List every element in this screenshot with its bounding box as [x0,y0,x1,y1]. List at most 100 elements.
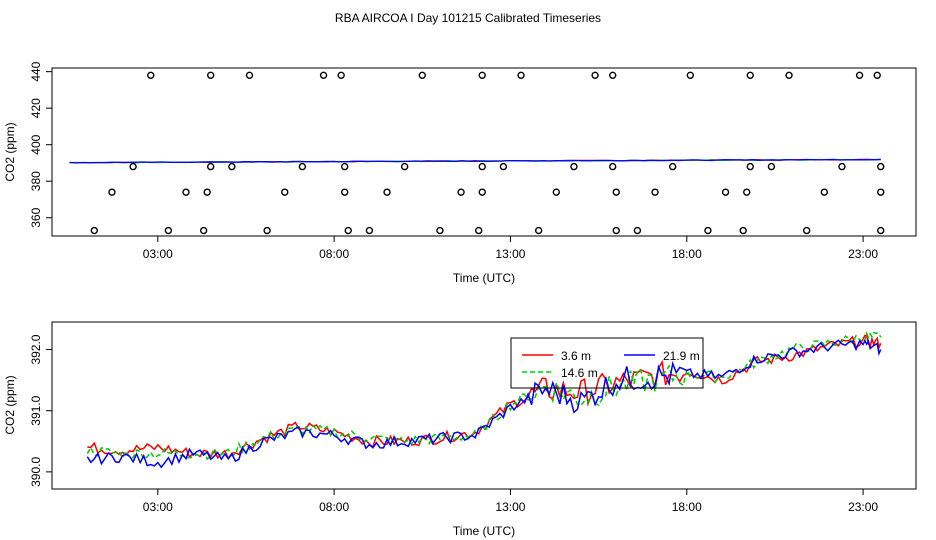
top-scatter-point [281,188,289,196]
top-scatter-point [612,188,620,196]
top-scatter-point [838,162,846,171]
top-scatter-point [344,226,352,235]
top-scatter-point [746,162,754,171]
top-scatter-point [164,226,173,235]
top-scatter-point [609,162,617,171]
top-scatter-point [767,162,776,171]
top-scatter-point [746,71,754,80]
series-line-3-6m [87,334,882,460]
top-scatter-point [199,226,208,235]
top-scatter-point [570,162,578,171]
chart-title: RBA AIRCOA I Day 101215 Calibrated Times… [335,11,601,25]
top-scatter-point [873,71,881,80]
top-scatter-point [108,188,116,196]
legend: 3.6 m 14.6 m 21.9 m [510,337,704,389]
bottom-x-tick-label: 23:00 [848,500,878,514]
bottom-x-tick-label: 13:00 [495,500,525,514]
bottom-panel: 03:00 08:00 13:00 18:00 23:00 390.0 391.0 392.0… [3,321,917,538]
top-scatter-point [612,226,620,235]
top-x-tick-label: 18:00 [672,247,702,261]
bottom-axes: 03:00 08:00 13:00 18:00 23:00 390.0 391.0 392.0 [29,334,878,514]
top-series-line [69,158,881,164]
top-scatter-point [341,162,349,171]
top-scatter-point [855,71,864,80]
bottom-x-tick-label: 08:00 [319,500,349,514]
top-scatter-point [877,188,885,196]
legend-label-21-9m: 21.9 m [663,349,700,363]
top-scatter-point [475,226,483,235]
top-scatter-point [341,188,349,196]
top-scatter-point [704,226,712,235]
top-scatter-point [206,162,215,171]
top-scatter-point [206,71,215,80]
top-scatter-point [534,226,543,235]
top-scatter-point [668,162,677,171]
top-panel: 03:00 08:00 13:00 18:00 23:00 360 380 400 420 440… [3,61,917,285]
top-scatter-point [651,188,659,196]
series-line-14-6m [86,330,882,461]
top-scatter-point [203,188,211,196]
top-x-axis-title: Time (UTC) [453,271,515,285]
top-x-tick-label: 23:00 [848,247,878,261]
top-scatter-point [400,162,409,171]
top-scatter-point [478,71,486,80]
top-x-tick-label: 08:00 [319,247,349,261]
top-scatter-point [182,188,190,196]
top-scatter-point [686,71,695,80]
legend-label-14-6m: 14.6 m [561,366,598,380]
bottom-plot-frame [51,321,917,490]
bottom-y-tick-label: 392.0 [29,334,43,364]
top-scatter-point [478,162,486,171]
legend-box [510,337,704,389]
bottom-marks [86,330,882,469]
legend-label-3-6m: 3.6 m [561,349,591,363]
top-scatter-point [263,226,271,235]
top-scatter-point [337,71,345,80]
bottom-y-axis-title: CO2 (ppm) [3,375,17,434]
top-scatter-point [129,162,137,171]
top-y-tick-label: 380 [29,171,43,191]
top-scatter-point [877,162,885,171]
top-x-tick-label: 13:00 [495,247,525,261]
top-scatter-point [365,226,374,235]
top-y-tick-label: 360 [29,207,43,227]
top-scatter-point [739,226,747,235]
top-scatter-point [90,226,99,235]
top-scatter-point [743,188,751,196]
top-scatter-point [591,71,599,80]
top-marks [69,71,885,235]
top-scatter-point [147,71,155,80]
top-scatter-point [245,71,254,80]
top-axes: 03:00 08:00 13:00 18:00 23:00 360 380 400 420 440 [29,61,878,261]
top-y-tick-label: 420 [29,98,43,118]
bottom-x-axis-title: Time (UTC) [453,524,515,538]
top-scatter-point [478,188,486,196]
top-scatter-point [319,71,328,80]
top-y-axis-title: CO2 (ppm) [3,122,17,181]
top-scatter-point [436,226,444,235]
bottom-x-tick-label: 18:00 [672,500,702,514]
top-scatter-point [877,226,885,235]
top-scatter-point [499,162,508,171]
top-scatter-point [457,188,465,196]
top-y-tick-label: 400 [29,134,43,154]
top-scatter-point [383,188,391,196]
top-scatter-point [802,226,811,235]
bottom-y-tick-label: 391.0 [29,395,43,425]
top-scatter-point [517,71,525,80]
top-scatter-point [820,188,829,196]
top-scatter-point [418,71,426,80]
bottom-x-tick-label: 03:00 [143,500,173,514]
series-line-21-9m [86,338,882,469]
top-x-tick-label: 03:00 [143,247,173,261]
top-scatter-point [298,162,307,171]
top-scatter-point [552,188,560,196]
top-y-tick-label: 440 [29,61,43,81]
top-scatter-point [609,71,617,80]
top-plot-frame [51,67,917,237]
bottom-y-tick-label: 390.0 [29,457,43,487]
top-scatter-point [721,188,730,196]
top-scatter-point [785,71,793,80]
